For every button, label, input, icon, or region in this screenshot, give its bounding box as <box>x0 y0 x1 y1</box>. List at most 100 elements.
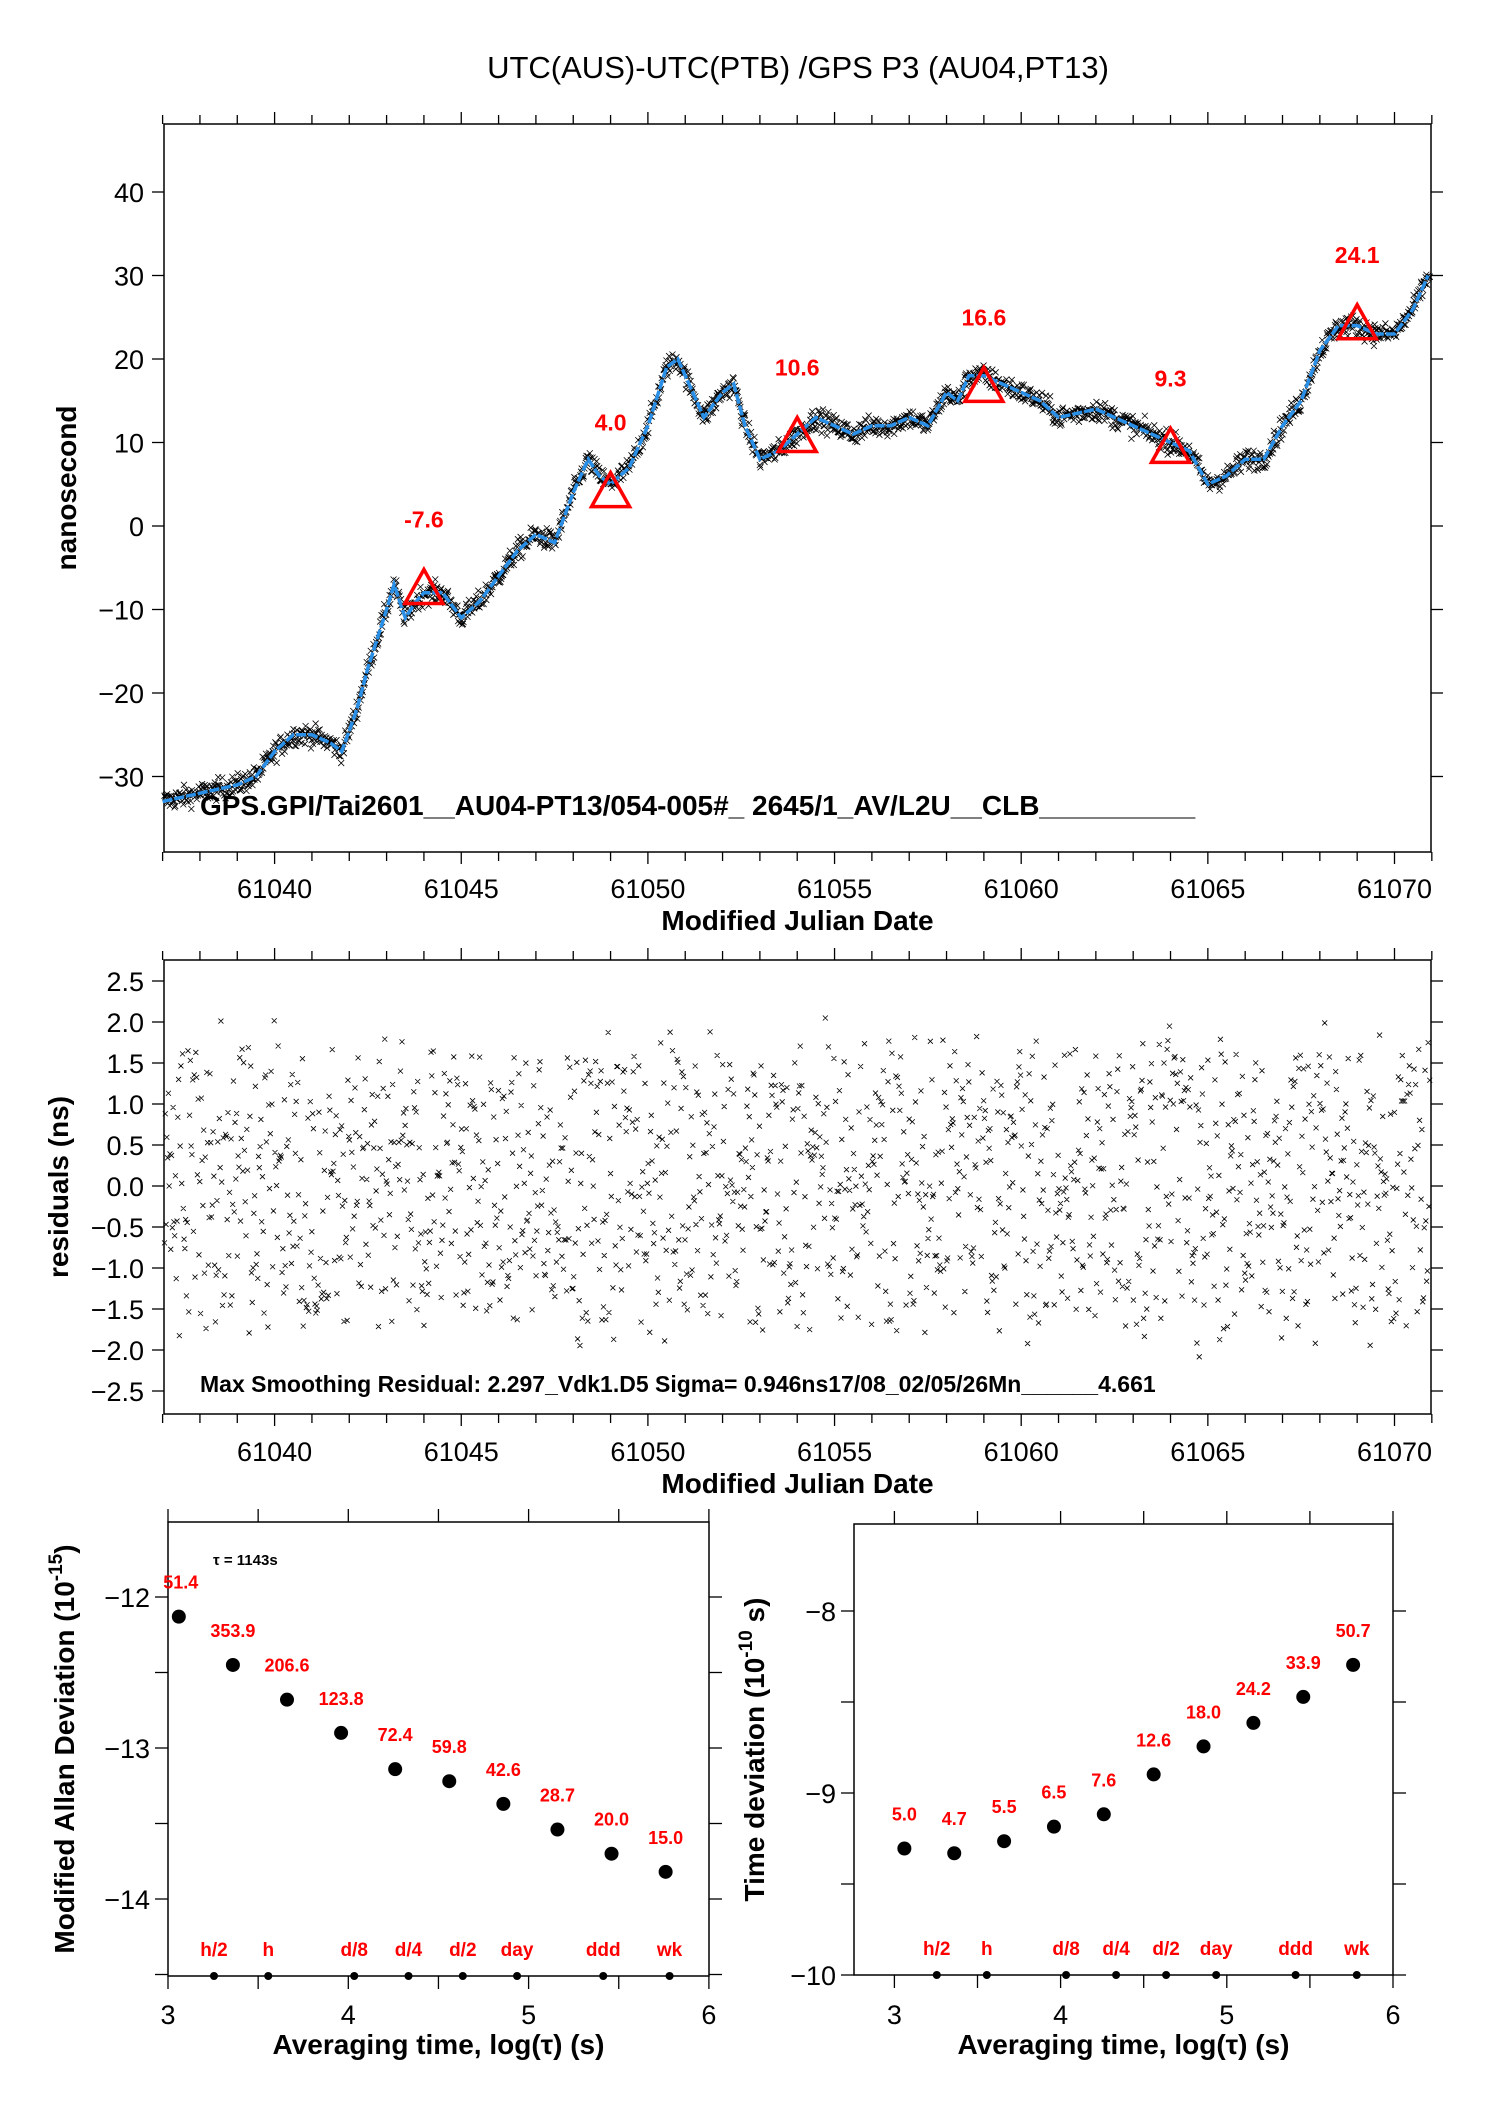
data-point <box>1046 1819 1061 1834</box>
triangle-marker <box>775 413 820 454</box>
data-point <box>658 1864 673 1879</box>
data-point <box>225 1657 240 1672</box>
y-tick-label: −14 <box>104 1885 150 1915</box>
mdev-plot: 3 4 5 6 −12 −13 −14 Averaging time, log(τ) (s) M… <box>46 1509 722 2060</box>
interval-label: d/8 <box>1052 1939 1079 1960</box>
point-label: 72.4 <box>378 1725 413 1745</box>
triangle-marker <box>1335 301 1380 341</box>
interval-label: wk <box>1343 1939 1370 1960</box>
y-tick-label: 30 <box>114 262 144 292</box>
marker-label: 16.6 <box>961 304 1006 330</box>
x-tick-label: 6 <box>1385 2000 1400 2030</box>
data-point <box>442 1774 457 1789</box>
data-point <box>947 1846 962 1861</box>
x-axis-label: Modified Julian Date <box>661 905 933 936</box>
point-label: 353.9 <box>210 1621 255 1641</box>
interval-marker <box>350 1972 359 1980</box>
interval-marker <box>1162 1971 1171 1979</box>
interval-marker <box>1112 1971 1121 1979</box>
x-tick-label: 61040 <box>237 1437 312 1467</box>
y-tick-label: −8 <box>805 1597 836 1627</box>
data-point <box>1346 1657 1361 1672</box>
point-label: 33.9 <box>1286 1653 1321 1673</box>
x-tick-label: 61045 <box>424 874 499 904</box>
data-point <box>388 1762 403 1777</box>
interval-label: d/2 <box>449 1940 476 1961</box>
x-tick-label: 61070 <box>1357 874 1432 904</box>
x-tick-label: 61060 <box>984 874 1059 904</box>
x-tick-label: 4 <box>1053 2000 1068 2030</box>
y-tick-label: 40 <box>114 178 144 208</box>
triangle-marker <box>588 469 633 509</box>
data-point <box>1246 1715 1261 1730</box>
interval-label: wk <box>656 1940 683 1961</box>
x-tick-label: 61045 <box>424 1437 499 1467</box>
interval-marker <box>209 1972 218 1980</box>
y-tick-label: 10 <box>114 429 144 459</box>
triangle-marker <box>1148 424 1193 465</box>
x-tick-label: 61065 <box>1170 874 1245 904</box>
y-axis-label: Modified Allan Deviation (10-15) <box>46 1544 80 1953</box>
y-tick-label: 1.0 <box>106 1090 144 1120</box>
data-point <box>279 1692 294 1707</box>
data-point <box>334 1725 349 1740</box>
y-label-text: Time deviation (10 <box>739 1658 770 1902</box>
smoothed-curve <box>162 274 1430 804</box>
triangle-marker <box>401 565 446 606</box>
y-tick-label: −1.5 <box>91 1295 144 1325</box>
x-tick-label: 61055 <box>797 874 872 904</box>
interval-label: h <box>981 1939 993 1960</box>
y-tick-label: −1.0 <box>91 1254 144 1284</box>
interval-label: ddd <box>1278 1939 1313 1960</box>
y-axis-label: nanosecond <box>51 406 82 571</box>
x-axis-label: Averaging time, log(τ) (s) <box>273 2029 605 2060</box>
x-tick-label: 61055 <box>797 1437 872 1467</box>
marker-label: 9.3 <box>1155 365 1187 391</box>
y-tick-label: −9 <box>805 1779 836 1809</box>
y-label-end: ) <box>49 1544 80 1553</box>
point-label: 28.7 <box>540 1786 575 1806</box>
data-point <box>550 1822 565 1837</box>
interval-label: day <box>501 1940 534 1961</box>
plot-annotation: Max Smoothing Residual: 2.297_Vdk1.D5 Si… <box>200 1371 1156 1397</box>
triangle-marker <box>961 363 1006 404</box>
data-point <box>997 1834 1012 1849</box>
x-tick-label: 61040 <box>237 874 312 904</box>
residual-plot: 61040 61045 61050 61055 61060 61065 61070 Modif… <box>43 948 1443 1499</box>
x-tick-label: 61065 <box>1170 1437 1245 1467</box>
interval-label: d/8 <box>341 1940 368 1961</box>
y-label-exponent: -15 <box>46 1553 67 1581</box>
marker-label: -7.6 <box>404 506 444 532</box>
data-point <box>604 1846 619 1861</box>
x-tick-label: 3 <box>887 2000 902 2030</box>
y-tick-label: 0.5 <box>106 1131 144 1161</box>
y-label-exponent: -10 <box>736 1630 757 1657</box>
interval-marker <box>404 1972 413 1980</box>
x-tick-label: 5 <box>521 2000 536 2030</box>
y-axis-label: Time deviation (10-10 s) <box>736 1598 770 1902</box>
tdev-plot: 3 4 5 6 −8 −9 −10 Averaging time, log(τ) (s) Tim… <box>736 1511 1406 2060</box>
point-label: 7.6 <box>1091 1770 1116 1790</box>
data-point <box>1196 1739 1211 1754</box>
point-label: 15.0 <box>648 1828 683 1848</box>
point-label: 24.2 <box>1236 1679 1271 1699</box>
y-tick-label: 20 <box>114 345 144 375</box>
interval-marker <box>982 1971 991 1979</box>
x-tick-label: 61050 <box>610 874 685 904</box>
phase-plot: 61040 61045 61050 61055 61060 61065 61070 Modif… <box>51 112 1443 936</box>
point-label: 42.6 <box>486 1760 521 1780</box>
point-label: 5.0 <box>892 1805 917 1825</box>
y-tick-label: −2.5 <box>91 1377 144 1407</box>
x-tick-label: 4 <box>341 2000 356 2030</box>
x-axis-label: Modified Julian Date <box>661 1468 933 1499</box>
y-tick-label: 0.0 <box>106 1172 144 1202</box>
marker-label: 10.6 <box>775 354 820 380</box>
interval-label: d/4 <box>1102 1939 1130 1960</box>
interval-label: h/2 <box>923 1939 950 1960</box>
interval-label: d/2 <box>1152 1939 1179 1960</box>
y-tick-label: 2.5 <box>106 967 144 997</box>
residual-points <box>161 1015 1433 1360</box>
tau-note: τ = 1143s <box>213 1552 278 1569</box>
